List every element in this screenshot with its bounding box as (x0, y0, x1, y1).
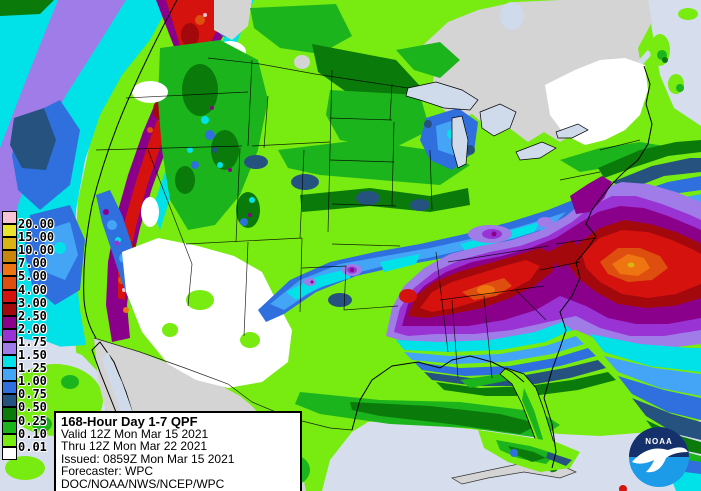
forecast-title: 168-Hour Day 1-7 QPF (61, 414, 198, 429)
legend-swatch (2, 237, 17, 251)
legend-swatch (2, 250, 17, 264)
legend-entry: 0.10 (2, 420, 47, 441)
legend-entry (2, 446, 17, 460)
forecaster-line: Forecaster: WPC (61, 464, 154, 479)
legend-threshold-label: 0.75 (18, 387, 47, 402)
legend-entry: 0.25 (2, 407, 47, 428)
legend-entry: 1.00 (2, 368, 47, 388)
legend-threshold-label: 0.10 (18, 426, 47, 441)
legend-threshold-label: 0.25 (18, 413, 47, 428)
thru-time-line: Thru 12Z Mon Mar 22 2021 (61, 439, 208, 454)
legend-swatch (2, 446, 17, 460)
dry-area-northeast (545, 58, 648, 145)
noaa-logo: NOAA (629, 427, 689, 487)
legend-entry: 4.00 (2, 276, 47, 297)
james-bay (500, 2, 524, 30)
legend-swatch (2, 315, 17, 329)
legend-entry: 7.00 (2, 250, 47, 270)
legend-entry: 1.75 (2, 328, 47, 349)
legend-swatch (2, 433, 17, 447)
legend-threshold-label: 15.00 (18, 230, 55, 245)
mid-atlantic-heavy-lobe (570, 176, 612, 214)
color-scale-legend: 20.00 15.00 10.00 7.00 5.00 (2, 211, 72, 460)
legend-entry: 3.00 (2, 289, 47, 310)
legend-threshold-label: 7.00 (18, 256, 47, 271)
legend-threshold-label: 0.50 (18, 400, 47, 415)
legend-swatch (2, 341, 17, 356)
pacific-precip-bands (0, 0, 172, 348)
legend-threshold-label: 2.00 (18, 321, 47, 336)
legend-swatch (2, 381, 17, 395)
legend-swatch (2, 263, 17, 277)
legend-threshold-label: 1.50 (18, 348, 47, 363)
legend-threshold-label: 10.00 (18, 243, 55, 258)
legend-entry: 2.50 (2, 302, 47, 323)
legend-swatch (2, 276, 17, 290)
legend-entry: 2.00 (2, 315, 47, 336)
issued-time-line: Issued: 0859Z Mon Mar 15 2021 (61, 451, 235, 466)
legend-threshold-label: 4.00 (18, 282, 47, 297)
legend-entry: 10.00 (2, 237, 54, 257)
legend-swatch (2, 328, 17, 342)
legend-swatch (2, 224, 17, 238)
legend-entry: 20.00 (2, 211, 54, 231)
legend-entry: 1.25 (2, 355, 47, 375)
legend-threshold-label: 20.00 (18, 217, 55, 232)
legend-entry: 0.75 (2, 381, 47, 401)
florida-region (460, 367, 580, 473)
state-borders (83, 0, 653, 469)
legend-entry: 15.00 (2, 224, 54, 244)
legend-swatch (2, 302, 17, 316)
legend-swatch (2, 289, 17, 303)
legend-threshold-label: 1.75 (18, 334, 47, 349)
legend-swatch (2, 211, 17, 225)
agency-line: DOC/NOAA/NWS/NCEP/WPC (61, 476, 225, 491)
noaa-seagull-icon (632, 447, 688, 473)
legend-swatch (2, 394, 17, 408)
forecast-info-box: 168-Hour Day 1-7 QPF Valid 12Z Mon Mar 1… (54, 411, 302, 491)
legend-swatch (2, 407, 17, 421)
legend-threshold-label: 3.00 (18, 295, 47, 310)
legend-threshold-label: 1.25 (18, 361, 47, 376)
legend-swatch (2, 368, 17, 382)
legend-swatch (2, 355, 17, 369)
valid-time-line: Valid 12Z Mon Mar 15 2021 (61, 427, 209, 441)
dry-area-southwest (122, 238, 292, 388)
legend-threshold-label: 2.50 (18, 308, 47, 323)
legend-threshold-label: 5.00 (18, 269, 47, 284)
great-lakes (405, 81, 589, 169)
legend-entry: 0.50 (2, 394, 47, 414)
noaa-logo-text: NOAA (645, 437, 673, 446)
legend-threshold-label: 1.00 (18, 374, 47, 389)
legend-threshold-label: 0.01 (18, 439, 47, 454)
legend-entry: 5.00 (2, 263, 47, 283)
legend-entry: 0.01 (2, 433, 47, 454)
legend-swatch (2, 420, 17, 434)
legend-entry: 1.50 (2, 341, 47, 362)
